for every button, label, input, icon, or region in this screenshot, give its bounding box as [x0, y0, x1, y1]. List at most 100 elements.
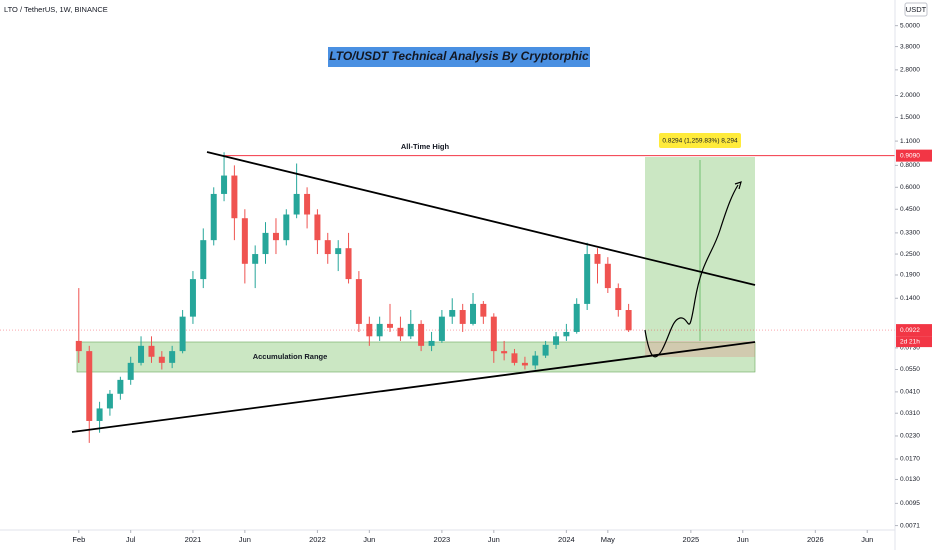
drawings-over: LTO/USDT Technical Analysis By Cryptorph…	[4, 5, 756, 433]
candle-body	[386, 323, 393, 328]
candle-body	[459, 310, 466, 324]
ath-label: All-Time High	[401, 142, 450, 151]
y-tick-label: 0.1400	[900, 295, 920, 302]
x-tick-label: 2026	[807, 535, 824, 544]
candle-body	[262, 232, 269, 255]
y-tick-label: 0.0170	[900, 456, 920, 463]
y-tick-label: 1.5000	[900, 114, 920, 121]
candle-body	[449, 310, 456, 317]
candle-body	[470, 303, 477, 324]
candle-body	[241, 218, 248, 264]
target-tooltip	[659, 133, 741, 148]
y-tick-label: 0.0130	[900, 476, 920, 483]
y-tick-label: 0.0095	[900, 500, 920, 507]
price-marker-label: 0.9090	[900, 152, 920, 159]
candle-body	[532, 355, 539, 366]
candles	[75, 152, 632, 443]
candle-body	[96, 408, 103, 421]
candle-body	[480, 303, 487, 317]
countdown-box	[896, 336, 932, 348]
candle-body	[221, 175, 228, 194]
candle-body	[397, 327, 404, 337]
x-tick-label: Jun	[239, 535, 251, 544]
candle-body	[200, 240, 207, 280]
range-label: Accumulation Range	[253, 352, 328, 361]
candle-body	[75, 340, 82, 352]
candle-body	[148, 345, 155, 357]
chart-title: LTO/USDT Technical Analysis By Cryptorph…	[329, 49, 589, 63]
candle-body	[584, 254, 591, 304]
candle-body	[604, 263, 611, 289]
projection-path	[644, 184, 739, 358]
price-marker-box	[896, 149, 932, 162]
candle-body	[335, 248, 342, 255]
candle-body	[252, 254, 259, 264]
y-tick-label: 0.2500	[900, 251, 920, 258]
candle-body	[345, 248, 352, 280]
candle-body	[179, 316, 186, 352]
candle-body	[542, 344, 549, 356]
axes: 5.0000 3.8000 2.8000 2.0000 1.5000 1.1000 0.80…	[72, 22, 932, 544]
candle-body	[376, 323, 383, 337]
y-tick-label: 0.1900	[900, 272, 920, 279]
candle-body	[272, 232, 279, 241]
candle-body	[366, 323, 373, 337]
candle-body	[355, 279, 362, 324]
x-tick-label: 2025	[683, 535, 700, 544]
price-marker-label: 0.0922	[900, 327, 920, 334]
candle-body	[625, 310, 632, 331]
y-tick-label: 0.0071	[900, 522, 920, 529]
currency-box	[904, 2, 928, 17]
candle-body	[501, 351, 508, 354]
candle-body	[324, 240, 331, 255]
x-tick-label: Jun	[861, 535, 873, 544]
title-box	[328, 47, 590, 67]
candle-body	[594, 254, 601, 264]
candle-body	[169, 351, 176, 363]
candle-body	[117, 379, 124, 394]
candle-body	[210, 193, 217, 241]
candle-body	[573, 303, 580, 332]
candle-body	[304, 193, 311, 215]
x-tick-label: Feb	[72, 535, 85, 544]
x-tick-label: Jul	[126, 535, 136, 544]
candle-body	[438, 316, 445, 341]
x-tick-label: Jun	[737, 535, 749, 544]
candle-body	[189, 279, 196, 317]
candle-body	[314, 214, 321, 241]
x-tick-label: Jun	[488, 535, 500, 544]
y-tick-label: 0.3300	[900, 230, 920, 237]
y-tick-label: 2.8000	[900, 67, 920, 74]
price-marker-box	[896, 324, 932, 337]
candle-body	[511, 353, 518, 363]
candle-body	[553, 336, 560, 345]
candle-body	[127, 362, 134, 380]
y-tick-label: 0.4500	[900, 206, 920, 213]
candle-body	[615, 288, 622, 311]
candle-body	[86, 351, 93, 421]
projection-arrow	[734, 181, 742, 190]
y-tick-label: 5.0000	[900, 22, 920, 29]
candle-body	[106, 393, 113, 409]
candle-body	[283, 214, 290, 241]
x-tick-label: 2024	[558, 535, 575, 544]
y-tick-label: 0.0310	[900, 410, 920, 417]
x-tick-label: Jun	[363, 535, 375, 544]
candle-body	[231, 175, 238, 219]
countdown-label: 2d 21h	[900, 338, 920, 345]
x-tick-label: 2022	[309, 535, 326, 544]
y-tick-label: 0.8000	[900, 162, 920, 169]
ascending-trendline	[71, 341, 756, 433]
candle-body	[521, 362, 528, 366]
candle-body	[138, 345, 145, 363]
y-tick-label: 0.0730	[900, 345, 920, 352]
candle-body	[293, 193, 300, 215]
y-tick-label: 0.0550	[900, 366, 920, 373]
x-tick-label: May	[601, 535, 615, 544]
candle-body	[418, 323, 425, 346]
candle-body	[158, 356, 165, 363]
symbol-header: LTO / TetherUS, 1W, BINANCE	[4, 5, 108, 14]
currency-label: USDT	[906, 5, 927, 14]
